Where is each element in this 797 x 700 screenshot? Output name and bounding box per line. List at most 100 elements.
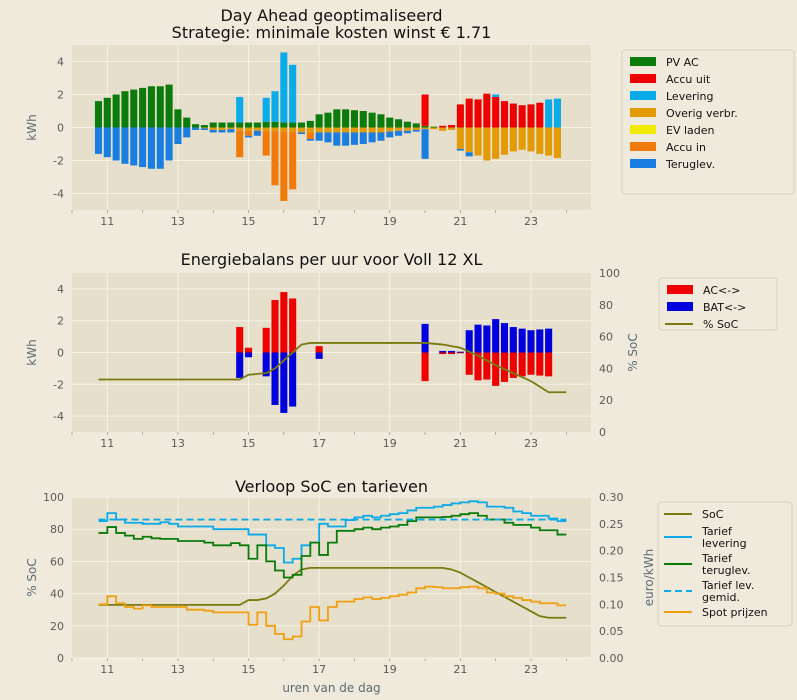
bar	[527, 104, 535, 128]
bar	[253, 122, 261, 128]
bar	[430, 126, 438, 128]
bar	[103, 97, 111, 128]
x-tick-label: 13	[171, 215, 185, 228]
y-axis-label: kWh	[25, 339, 39, 365]
bar	[342, 109, 350, 128]
bar	[253, 127, 261, 131]
bar	[492, 127, 500, 159]
ac-bar	[509, 352, 517, 378]
ac-bar	[456, 352, 464, 354]
bar	[236, 96, 244, 123]
y2-tick-label: 0.20	[599, 545, 624, 558]
bat-bar	[518, 328, 526, 353]
bat-bar	[456, 351, 464, 353]
bar	[377, 132, 385, 141]
bar	[545, 99, 553, 128]
bat-bar	[500, 323, 509, 353]
legend-label: PV AC	[666, 56, 699, 69]
bar	[350, 132, 358, 145]
bar	[103, 127, 111, 158]
bar	[368, 127, 376, 133]
bat-bar	[527, 330, 535, 353]
x-tick-label: 15	[242, 437, 256, 450]
ac-bar	[492, 352, 500, 386]
bar	[271, 91, 279, 122]
y-axis-label: % SoC	[25, 558, 39, 597]
bat-bar	[439, 350, 447, 353]
bar	[297, 127, 306, 133]
bar	[465, 98, 473, 128]
ac-bar	[448, 352, 456, 355]
y-tick-label: 4	[57, 283, 64, 296]
bar	[403, 130, 411, 134]
bar	[315, 132, 323, 141]
bar	[333, 127, 341, 133]
bar	[465, 152, 473, 157]
bar	[553, 98, 561, 128]
bar	[395, 127, 403, 131]
bat-bar	[280, 352, 288, 413]
bat-bar	[483, 325, 491, 353]
bar	[200, 125, 208, 128]
bar	[350, 127, 358, 133]
bar	[324, 127, 332, 133]
bar	[209, 127, 217, 130]
x-tick-label: 15	[242, 663, 256, 676]
y2-tick-label: 0.10	[599, 598, 624, 611]
ac-bar	[289, 298, 297, 353]
y2-axis-label: euro/kWh	[642, 549, 656, 606]
bar	[297, 122, 306, 128]
y-tick-label: 80	[50, 523, 64, 536]
bar	[536, 127, 544, 154]
x-tick-label: 13	[171, 663, 185, 676]
y2-tick-label: 100	[599, 267, 620, 280]
ac-bar	[536, 352, 544, 376]
bar	[492, 96, 500, 128]
y-tick-label: 0	[57, 652, 64, 665]
y2-tick-label: 0.05	[599, 625, 624, 638]
y-tick-label: -4	[53, 410, 64, 423]
bar	[262, 121, 270, 128]
ac-bar	[483, 352, 491, 380]
bar	[439, 125, 447, 128]
y2-tick-label: 80	[599, 299, 613, 312]
bar	[218, 127, 226, 130]
bar	[456, 127, 464, 149]
bar	[218, 129, 226, 133]
x-tick-label: 21	[453, 215, 467, 228]
bar	[518, 127, 526, 150]
bar	[553, 127, 561, 159]
bar	[94, 127, 103, 154]
legend-label: BAT<->	[703, 301, 746, 314]
bar	[509, 103, 517, 128]
bar	[183, 117, 191, 128]
chart-energy-optimisation: 11 13 15 17 19 21 23 -4 -2 0 2 4 Day Ahead geoptimal…	[25, 6, 795, 228]
bar	[280, 122, 288, 128]
ac-bar	[262, 327, 270, 353]
ac-bar	[421, 352, 429, 382]
plot-area	[72, 497, 591, 658]
bar	[139, 127, 147, 168]
y-tick-label: 60	[50, 555, 64, 568]
bat-bar	[262, 352, 270, 377]
y2-tick-label: 0.25	[599, 518, 624, 531]
bat-bar	[245, 352, 253, 358]
x-axis-label: uren van de dag	[282, 681, 380, 695]
bar	[306, 127, 314, 133]
bar	[359, 111, 367, 128]
y-tick-label: -2	[53, 378, 64, 391]
bat-bar	[315, 352, 323, 359]
bar	[421, 125, 429, 128]
bar	[448, 127, 456, 130]
legend-label: SoC	[702, 508, 724, 521]
bar	[545, 127, 553, 156]
bar	[156, 127, 164, 169]
legend-label: AC<->	[703, 284, 740, 297]
y-tick-label: 2	[57, 89, 64, 102]
legend-swatch	[667, 285, 693, 294]
bar	[474, 127, 482, 156]
y2-tick-label: 0	[599, 426, 606, 439]
bar	[315, 114, 323, 128]
bar	[227, 129, 235, 133]
bar	[403, 127, 411, 131]
